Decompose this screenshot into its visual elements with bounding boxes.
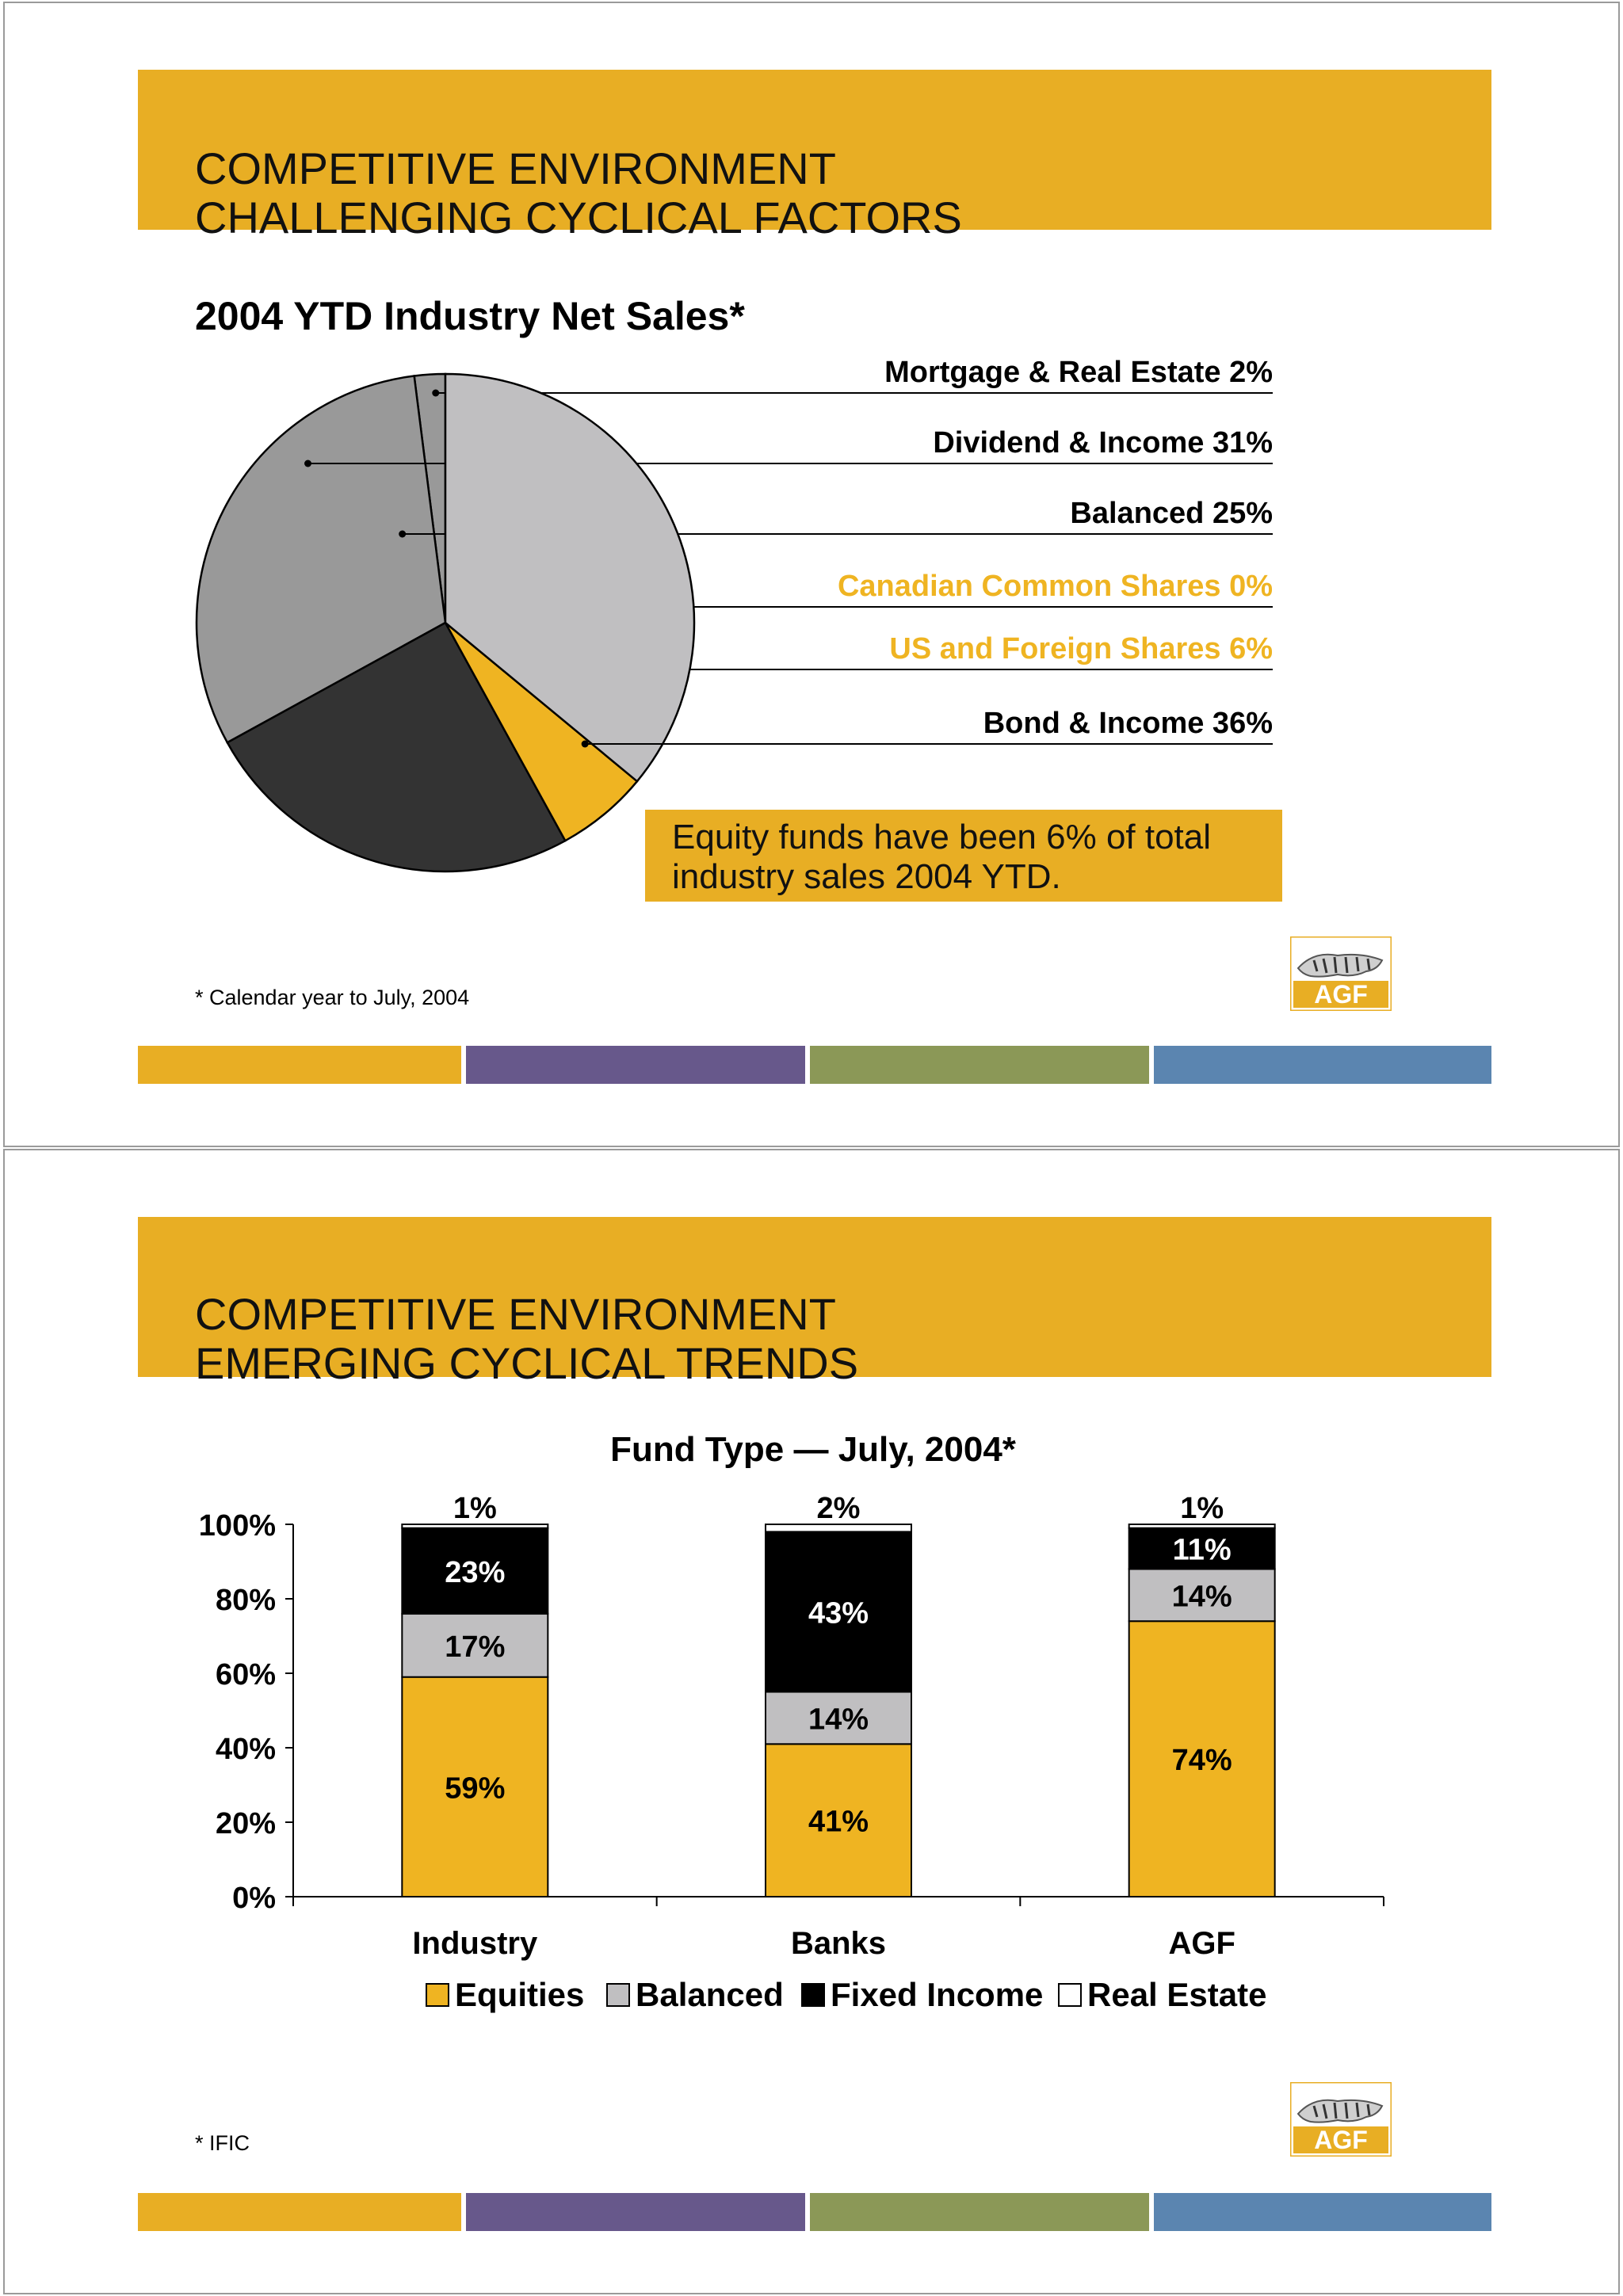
footer-bar-purple [466,2193,805,2231]
bar-label-banks-fixed-income: 43% [808,1596,869,1630]
bar-label-industry-balanced: 17% [445,1630,505,1664]
callout-line-1: Equity funds have been 6% of total [672,818,1212,856]
legend-swatch-equities [426,1983,449,2007]
legend-label-balanced: Balanced [636,1976,784,2013]
bar-agf-balanced [1128,1568,1276,1623]
slide-title-line-2: CHALLENGING CYCLICAL FACTORS [195,193,962,242]
pie-slice-dividend-income-31 [195,375,447,744]
slide-title-line-1: COMPETITIVE ENVIRONMENT [195,143,836,193]
pie-label-us-and-foreign-shares-6: US and Foreign Shares 6% [889,632,1273,666]
x-category-label: Banks [791,1926,886,1961]
bar-industry-fixed-income [401,1527,549,1615]
bar-chart-title: Fund Type — July, 2004* [610,1430,1017,1469]
slide-1: COMPETITIVE ENVIRONMENT CHALLENGING CYCL… [3,2,1620,1147]
y-tick-label: 60% [216,1658,276,1691]
footer-bar-blue [1154,1046,1491,1084]
bar-label-agf-equities: 74% [1172,1744,1232,1777]
legend-label-equities: Equities [455,1976,584,2013]
callout-line-2: industry sales 2004 YTD. [672,857,1061,896]
pie-slice-us-and-foreign-shares-6 [444,622,639,842]
title-band [138,1217,1491,1377]
bar-label-industry-real-estate: 1% [453,1492,497,1525]
bar-label-agf-fixed-income: 11% [1173,1534,1232,1567]
bar-label-industry-equities: 59% [445,1772,505,1805]
slide-2: COMPETITIVE ENVIRONMENT EMERGING CYCLICA… [3,1149,1620,2294]
footnote: * Calendar year to July, 2004 [195,986,470,1009]
bar-banks-equities [765,1743,912,1897]
bar-label-agf-real-estate: 1% [1180,1492,1224,1525]
callout-box: Equity funds have been 6% of total indus… [645,810,1282,902]
pie-slice-bond-income-36 [444,372,696,783]
footer-bar-blue [1154,2193,1491,2231]
footer-bar-purple [466,1046,805,1084]
slide-title-line-2: EMERGING CYCLICAL TRENDS [195,1338,859,1388]
agf-logo: AGF [1290,2082,1392,2157]
bar-industry-real-estate [401,1524,549,1529]
legend-label-real-estate: Real Estate [1087,1976,1266,2013]
logo-text: AGF [1314,980,1368,1009]
pie-label-mortgage-real-estate-2: Mortgage & Real Estate 2% [884,356,1273,389]
pie-chart: Mortgage & Real Estate 2% Dividend & Inco… [195,356,1273,873]
footer-bar-olive [810,1046,1149,1084]
bar-industry-equities [401,1676,549,1897]
footnote: * IFIC [195,2131,250,2155]
bar-label-agf-balanced: 14% [1172,1580,1232,1613]
bar-agf-real-estate [1128,1524,1276,1529]
footer-bar-gold [138,1046,461,1084]
y-tick-label: 100% [199,1509,276,1543]
legend-swatch-real-estate [1058,1983,1082,2007]
bar-label-banks-equities: 41% [808,1806,869,1839]
bar-label-banks-real-estate: 2% [817,1492,861,1525]
bar-banks-real-estate [765,1524,912,1533]
legend-label-fixed-income: Fixed Income [831,1976,1043,2013]
agf-logo: AGF [1290,936,1392,1011]
bar-banks-fixed-income [765,1531,912,1693]
pie-label-dividend-income-31: Dividend & Income 31% [933,426,1273,460]
y-tick-label: 40% [216,1733,276,1766]
bar-label-banks-balanced: 14% [808,1703,869,1736]
x-category-label: Industry [412,1926,538,1961]
pie-slice-balanced-25 [226,621,567,873]
x-category-label: AGF [1168,1926,1235,1961]
pie-label-canadian-common-shares-0: Canadian Common Shares 0% [838,570,1273,603]
title-band [138,70,1491,230]
y-tick-label: 80% [216,1584,276,1617]
pie-chart-heading: 2004 YTD Industry Net Sales* [195,294,745,338]
pie-label-balanced-25: Balanced 25% [1070,497,1273,530]
slide-title-line-1: COMPETITIVE ENVIRONMENT [195,1289,836,1339]
bar-label-industry-fixed-income: 23% [445,1556,505,1589]
bar-industry-balanced [401,1612,549,1678]
stacked-bar-chart: Fund Type — July, 2004* 0% 20% 40% 60% 80% 100… [199,1430,1384,2013]
footer-bar-olive [810,2193,1149,2231]
legend-swatch-fixed-income [801,1983,825,2007]
y-tick-label: 0% [232,1882,276,1915]
footer-bar-gold [138,2193,461,2231]
y-tick-label: 20% [216,1807,276,1840]
pie-label-bond-income-36: Bond & Income 36% [983,707,1273,740]
logo-text: AGF [1314,2126,1368,2154]
legend-swatch-balanced [606,1983,630,2007]
